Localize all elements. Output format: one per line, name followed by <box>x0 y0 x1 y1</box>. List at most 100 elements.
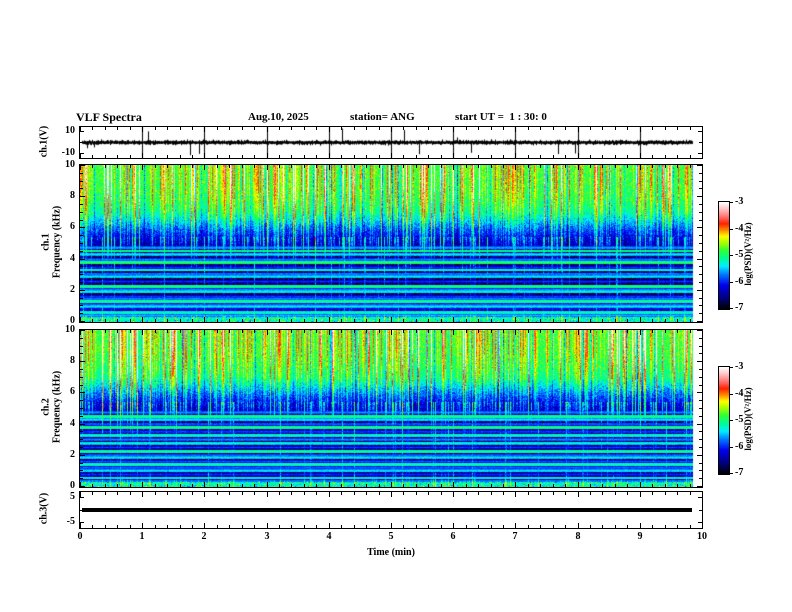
station-label: station= ANG <box>350 111 415 123</box>
tick-mark <box>80 408 83 409</box>
tick-mark <box>697 321 702 322</box>
tick-mark <box>329 165 330 170</box>
tick-mark <box>267 330 268 335</box>
tick-mark <box>80 142 83 143</box>
tick-mark <box>627 127 628 130</box>
tick-mark <box>291 127 292 130</box>
tick-mark <box>117 127 118 130</box>
colorbar-tick-label: -5 <box>735 414 744 425</box>
tick-mark <box>105 492 106 495</box>
tick-mark <box>466 525 467 528</box>
tick-mark <box>699 212 702 213</box>
tick-mark <box>403 155 404 158</box>
tick-mark <box>652 330 653 333</box>
tick-mark <box>379 319 380 322</box>
tick-mark <box>180 319 181 322</box>
tick-mark <box>697 259 702 260</box>
tick-mark <box>478 492 479 495</box>
tick-mark <box>341 484 342 487</box>
tick-mark <box>428 155 429 158</box>
tick-mark <box>80 482 81 487</box>
tick-mark <box>416 127 417 130</box>
tick-mark <box>180 484 181 487</box>
colorbar-tick-label: -5 <box>735 249 744 260</box>
tick-mark <box>80 416 83 417</box>
tick-mark <box>92 127 93 130</box>
tick-mark <box>699 188 702 189</box>
tick-mark <box>602 165 603 168</box>
tick-mark <box>503 492 504 495</box>
tick-mark <box>304 525 305 528</box>
tick-mark <box>92 525 93 528</box>
tick-mark <box>690 165 691 168</box>
y-tick-label: 6 <box>70 386 75 397</box>
tick-mark <box>180 127 181 130</box>
tick-mark <box>466 155 467 158</box>
colorbar-tick-label: -3 <box>735 361 744 372</box>
tick-mark <box>699 235 702 236</box>
tick-mark <box>565 165 566 168</box>
tick-mark <box>341 525 342 528</box>
tick-mark <box>677 165 678 168</box>
tick-mark <box>80 400 83 401</box>
tick-mark <box>180 165 181 168</box>
tick-mark <box>117 484 118 487</box>
tick-mark <box>503 319 504 322</box>
tick-mark <box>503 155 504 158</box>
tick-mark <box>316 484 317 487</box>
tick-mark <box>341 127 342 130</box>
tick-mark <box>640 317 641 322</box>
tick-mark <box>590 492 591 495</box>
tick-mark <box>80 165 85 166</box>
tick-mark <box>391 153 392 158</box>
tick-mark <box>553 330 554 333</box>
tick-mark <box>590 484 591 487</box>
tick-mark <box>665 525 666 528</box>
tick-mark <box>702 317 703 322</box>
spec2-axis-title-line2: Frequency (kHz) <box>51 370 63 444</box>
tick-mark <box>441 484 442 487</box>
tick-mark <box>80 330 85 331</box>
tick-mark <box>627 319 628 322</box>
tick-mark <box>416 155 417 158</box>
tick-mark <box>528 127 529 130</box>
tick-mark <box>80 439 83 440</box>
tick-mark <box>540 525 541 528</box>
tick-mark <box>329 127 330 132</box>
tick-mark <box>80 346 83 347</box>
tick-mark <box>478 127 479 130</box>
tick-mark <box>80 431 83 432</box>
tick-mark <box>697 330 702 331</box>
spec2-axis-title-line1: ch.2 <box>40 398 52 416</box>
tick-mark <box>540 484 541 487</box>
tick-mark <box>105 330 106 333</box>
tick-mark <box>697 361 702 362</box>
tick-mark <box>291 165 292 168</box>
tick-mark <box>515 482 516 487</box>
tick-mark <box>80 392 85 393</box>
x-tick-label: 4 <box>326 531 332 542</box>
tick-mark <box>80 361 85 362</box>
tick-mark <box>279 330 280 333</box>
tick-mark <box>677 484 678 487</box>
tick-mark <box>192 127 193 130</box>
tick-mark <box>80 463 83 464</box>
tick-mark <box>354 155 355 158</box>
tick-mark <box>155 155 156 158</box>
tick-mark <box>80 227 85 228</box>
tick-mark <box>697 424 702 425</box>
tick-mark <box>291 330 292 333</box>
ch3-flat-trace <box>82 508 692 512</box>
tick-mark <box>366 330 367 333</box>
tick-mark <box>316 155 317 158</box>
tick-mark <box>491 319 492 322</box>
tick-mark <box>80 251 83 252</box>
tick-mark <box>491 155 492 158</box>
tick-mark <box>316 165 317 168</box>
tick-mark <box>602 155 603 158</box>
tick-mark <box>478 484 479 487</box>
tick-mark <box>565 484 566 487</box>
spec1-axis-title-line2: Frequency (kHz) <box>51 205 63 279</box>
tick-mark <box>697 227 702 228</box>
tick-mark <box>167 484 168 487</box>
